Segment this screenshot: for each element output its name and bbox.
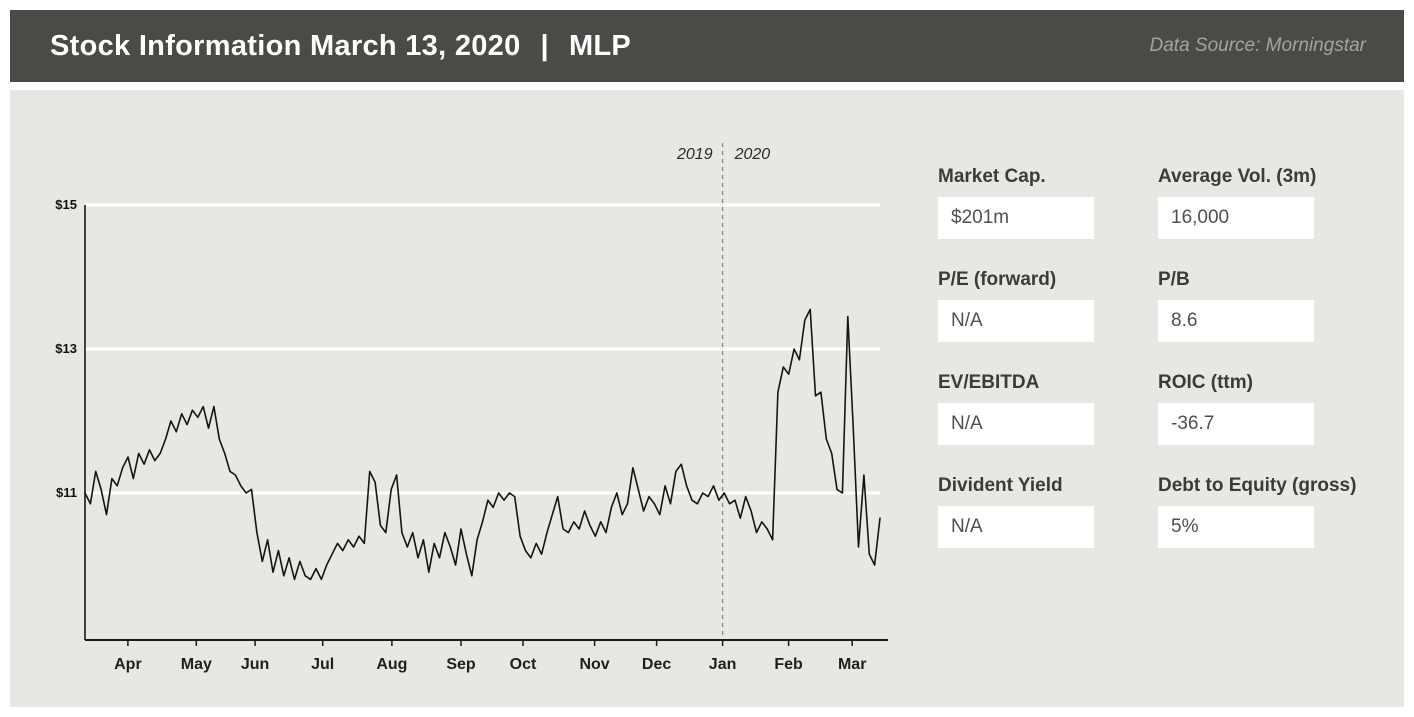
x-tick-label: May — [181, 656, 212, 673]
y-tick-label: $15 — [55, 197, 77, 212]
y-tick-label: $11 — [56, 485, 77, 500]
stat-value: N/A — [938, 403, 1094, 445]
stat-cell: Debt to Equity (gross) 5% — [1158, 475, 1408, 548]
stat-value: N/A — [938, 300, 1094, 342]
stat-cell: Average Vol. (3m) 16,000 — [1158, 166, 1408, 239]
stat-label: Debt to Equity (gross) — [1158, 475, 1357, 496]
header-bar: Stock Information March 13, 2020 | MLP D… — [10, 10, 1404, 82]
x-tick-label: Aug — [376, 656, 407, 673]
stat-label: Average Vol. (3m) — [1158, 166, 1317, 187]
divider-year-left: 2019 — [676, 146, 713, 163]
stock-price-chart: 2019 2020 $15 $13 $11 Apr May Jun Jul Aug Sep Oct No… — [55, 143, 888, 673]
stat-label: Divident Yield — [938, 475, 1063, 496]
stat-value: $201m — [938, 197, 1094, 239]
x-tick-label: Sep — [446, 656, 476, 673]
stat-value: 8.6 — [1158, 300, 1314, 342]
stat-value: N/A — [938, 506, 1094, 548]
main-panel: 2019 2020 $15 $13 $11 Apr May Jun Jul Aug Sep Oct No… — [10, 90, 1404, 707]
stat-value: -36.7 — [1158, 403, 1314, 445]
data-source-label: Data Source: Morningstar — [1149, 35, 1367, 56]
stat-label: P/E (forward) — [938, 269, 1057, 290]
stat-cell: EV/EBITDA N/A — [938, 372, 1158, 445]
x-tick-label: Nov — [579, 656, 609, 673]
stat-value: 5% — [1158, 506, 1314, 548]
stat-cell: P/B 8.6 — [1158, 269, 1408, 342]
stat-value: 16,000 — [1158, 197, 1314, 239]
x-tick-label: Jun — [241, 656, 269, 673]
x-tick-label: Jul — [311, 656, 334, 673]
price-line — [84, 308, 881, 581]
stat-label: Market Cap. — [938, 166, 1046, 187]
x-tick-label: Feb — [774, 656, 803, 673]
stat-cell: ROIC (ttm) -36.7 — [1158, 372, 1408, 445]
page-title: Stock Information March 13, 2020 — [50, 29, 521, 62]
stat-cell: Divident Yield N/A — [938, 475, 1158, 548]
stat-label: ROIC (ttm) — [1158, 372, 1253, 393]
y-tick-label: $13 — [55, 341, 77, 356]
stat-label: P/B — [1158, 269, 1190, 290]
x-tick-label: Oct — [510, 656, 537, 673]
stats-grid: Market Cap. $201m Average Vol. (3m) 16,000 P… — [938, 166, 1408, 548]
stat-label: EV/EBITDA — [938, 372, 1040, 393]
x-tick-label: Dec — [642, 656, 671, 673]
ticker-label: MLP — [568, 29, 632, 62]
x-tick-label: Jan — [709, 656, 737, 673]
title-separator: | — [540, 29, 549, 62]
stat-cell: P/E (forward) N/A — [938, 269, 1158, 342]
x-tick-label: Apr — [114, 656, 142, 673]
x-tick-label: Mar — [838, 656, 866, 673]
divider-year-right: 2020 — [734, 146, 771, 163]
stat-cell: Market Cap. $201m — [938, 166, 1158, 239]
page: Stock Information March 13, 2020 | MLP D… — [10, 10, 1404, 709]
